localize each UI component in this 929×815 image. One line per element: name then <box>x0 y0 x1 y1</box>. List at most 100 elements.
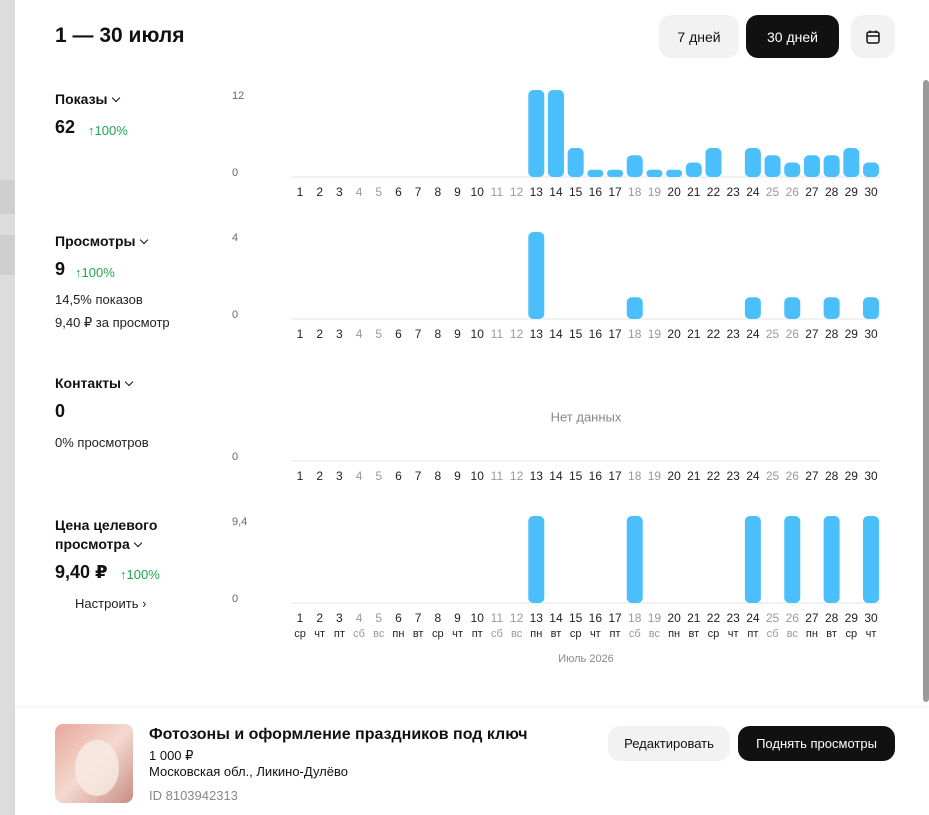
bar <box>685 162 702 177</box>
day-label: 3 <box>336 611 343 625</box>
day-label: 25 <box>766 469 780 483</box>
day-label: 5 <box>375 327 382 341</box>
background-page <box>0 0 15 815</box>
weekday-label: вс <box>649 628 661 640</box>
day-label: 26 <box>786 327 800 341</box>
weekday-label: пт <box>472 628 483 640</box>
day-label: 16 <box>589 469 603 483</box>
bar <box>528 516 545 603</box>
bar <box>863 516 880 603</box>
day-label: 15 <box>569 327 583 341</box>
calendar-button[interactable] <box>851 15 895 58</box>
bar <box>764 155 781 177</box>
weekday-label: пт <box>334 628 345 640</box>
day-label: 23 <box>727 611 741 625</box>
day-label: 18 <box>628 327 642 341</box>
bar <box>843 148 860 177</box>
day-label: 1 <box>297 185 304 199</box>
setup-link[interactable]: Настроить › <box>75 596 147 611</box>
weekday-label: ср <box>708 628 720 640</box>
day-label: 9 <box>454 611 461 625</box>
day-label: 17 <box>608 185 622 199</box>
bar <box>646 169 663 177</box>
scrollbar[interactable] <box>923 80 929 702</box>
day-label: 10 <box>471 185 485 199</box>
day-label: 27 <box>805 469 819 483</box>
day-label: 13 <box>530 611 544 625</box>
metric-title[interactable]: Просмотры <box>55 232 148 251</box>
stats-modal <box>15 0 929 815</box>
period-30-button[interactable]: 30 дней <box>746 15 839 58</box>
metric-title[interactable]: Цена целевого просмотра <box>55 516 175 554</box>
weekday-label: вс <box>373 628 385 640</box>
day-label: 1 <box>297 611 304 625</box>
weekday-label: чт <box>866 628 877 640</box>
day-label: 5 <box>375 611 382 625</box>
boost-button[interactable]: Поднять просмотры <box>738 726 895 761</box>
weekday-label: пн <box>668 628 680 640</box>
day-label: 28 <box>825 611 839 625</box>
weekday-label: пн <box>806 628 818 640</box>
weekday-label: чт <box>590 628 601 640</box>
day-label: 16 <box>589 611 603 625</box>
listing-price: 1 000 ₽ <box>149 748 194 763</box>
bar <box>744 297 761 319</box>
day-label: 10 <box>471 611 485 625</box>
metric-title[interactable]: Контакты <box>55 374 134 393</box>
weekday-label: пн <box>530 628 542 640</box>
bar <box>863 297 880 319</box>
day-label: 9 <box>454 327 461 341</box>
weekday-label: сб <box>491 628 503 640</box>
period-7-button[interactable]: 7 дней <box>659 15 739 58</box>
weekday-label: вс <box>511 628 523 640</box>
weekday-label: сб <box>353 628 365 640</box>
day-label: 12 <box>510 469 524 483</box>
y-tick-label: 0 <box>232 593 238 605</box>
day-label: 28 <box>825 327 839 341</box>
edit-button[interactable]: Редактировать <box>608 726 730 761</box>
day-label: 30 <box>864 611 878 625</box>
weekday-label: сб <box>629 628 641 640</box>
bar <box>528 90 545 177</box>
listing-title[interactable]: Фотозоны и оформление праздников под клю… <box>149 726 528 743</box>
metric-title-text: Показы <box>55 91 108 107</box>
day-label: 29 <box>845 327 859 341</box>
metric-value: 9,40 ₽ <box>55 562 108 582</box>
bar <box>626 155 643 177</box>
day-label: 3 <box>336 327 343 341</box>
weekday-label: вт <box>688 628 699 640</box>
day-label: 12 <box>510 611 524 625</box>
y-tick-label: 12 <box>232 90 244 102</box>
weekday-label: чт <box>728 628 739 640</box>
month-label: Июль 2026 <box>558 653 614 665</box>
metric-note: 0% просмотров <box>55 435 149 450</box>
day-label: 12 <box>510 327 524 341</box>
day-label: 3 <box>336 185 343 199</box>
bar <box>705 148 722 177</box>
day-label: 18 <box>628 469 642 483</box>
day-label: 19 <box>648 185 662 199</box>
day-label: 8 <box>434 327 441 341</box>
metric-title[interactable]: Показы <box>55 90 120 109</box>
day-label: 27 <box>805 185 819 199</box>
bar <box>784 297 801 319</box>
day-label: 26 <box>786 185 800 199</box>
day-label: 20 <box>667 327 681 341</box>
metric-title-text: Контакты <box>55 375 122 391</box>
day-label: 30 <box>864 185 878 199</box>
metric-title-text: Просмотры <box>55 233 136 249</box>
bar <box>784 162 801 177</box>
day-label: 30 <box>864 327 878 341</box>
metric-delta: ↑100% <box>120 567 160 582</box>
day-label: 3 <box>336 469 343 483</box>
y-tick-label: 0 <box>232 451 238 463</box>
bar <box>744 148 761 177</box>
y-tick-label: 4 <box>232 232 238 244</box>
day-label: 12 <box>510 185 524 199</box>
day-label: 17 <box>608 327 622 341</box>
day-label: 7 <box>415 611 422 625</box>
day-label: 21 <box>687 611 701 625</box>
weekday-label: ср <box>432 628 444 640</box>
